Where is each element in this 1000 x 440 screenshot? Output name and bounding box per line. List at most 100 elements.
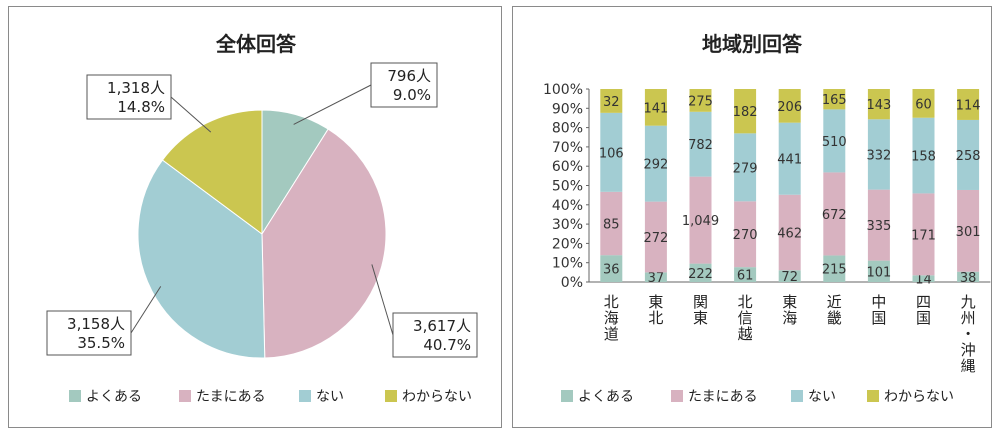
bar-segment xyxy=(912,117,935,194)
bar-value-label: 301 xyxy=(956,225,981,240)
y-tick-label: 50% xyxy=(552,179,583,195)
bar-segment xyxy=(734,201,757,268)
pie-callout-box xyxy=(370,62,438,108)
bar-value-label: 171 xyxy=(911,228,936,243)
legend-label: よくある xyxy=(578,389,634,405)
bar-segment xyxy=(957,271,980,282)
pie-slice-3 xyxy=(137,159,266,359)
pie-callout-count: 1,318人 xyxy=(107,79,165,97)
pie-leader-line xyxy=(130,286,162,334)
bar-segment xyxy=(734,89,757,134)
bar-segment xyxy=(867,189,890,261)
pie-slice-4 xyxy=(161,109,263,235)
bar-value-label: 14 xyxy=(915,273,932,288)
bar-segment xyxy=(689,89,712,112)
bar-value-label: 258 xyxy=(956,149,981,164)
pie-leader-line xyxy=(170,96,212,133)
x-category-char: 海 xyxy=(782,309,797,327)
x-category-char: 道 xyxy=(604,325,619,343)
x-category-label: 四国 xyxy=(916,293,931,327)
bar-value-label: 165 xyxy=(822,93,847,108)
legend-label: たまにある xyxy=(688,389,758,405)
bar-segment xyxy=(778,194,801,271)
bar-value-label: 141 xyxy=(643,101,668,116)
bar-value-label: 270 xyxy=(733,228,758,243)
pie-callout-count: 796人 xyxy=(387,67,431,85)
bar-value-label: 332 xyxy=(866,148,891,163)
bar-value-label: 222 xyxy=(688,267,713,282)
bar-value-label: 441 xyxy=(777,153,802,168)
y-tick-label: 10% xyxy=(552,256,583,272)
bar-value-label: 462 xyxy=(777,226,802,241)
bar-value-label: 114 xyxy=(956,98,981,113)
bar-value-label: 335 xyxy=(866,219,891,234)
legend-swatch xyxy=(791,390,803,402)
bar-segment xyxy=(957,89,980,120)
bar-value-label: 101 xyxy=(866,265,891,280)
bar-segment xyxy=(644,89,667,126)
y-tick-label: 40% xyxy=(552,198,583,214)
legend-swatch xyxy=(671,390,683,402)
legend-swatch xyxy=(179,390,191,402)
bar-segment xyxy=(957,119,980,190)
x-category-char: 畿 xyxy=(827,309,842,327)
bar-segment xyxy=(867,260,890,282)
x-category-char: 北 xyxy=(648,309,663,327)
x-category-label: 九州・沖縄 xyxy=(961,293,976,375)
bar-value-label: 38 xyxy=(960,271,977,286)
bar-value-label: 143 xyxy=(866,98,891,113)
regional-bar-chart: 地域別回答 0%10%20%30%40%50%60%70%80%90%100% … xyxy=(543,32,991,405)
pie-callout-percent: 9.0% xyxy=(393,86,431,104)
legend-swatch xyxy=(69,390,81,402)
bar-segment xyxy=(912,275,935,282)
x-category-char: 信 xyxy=(738,309,753,327)
legend-swatch xyxy=(299,390,311,402)
bar-segment xyxy=(912,193,935,276)
bar-value-label: 61 xyxy=(737,269,754,284)
bar-segment xyxy=(689,111,712,177)
y-tick-label: 20% xyxy=(552,236,583,252)
bar-value-label: 36 xyxy=(603,263,620,278)
x-category-char: 縄 xyxy=(961,357,976,375)
bar-segment xyxy=(867,119,890,190)
x-category-char: 中 xyxy=(871,293,886,311)
legend-swatch xyxy=(867,390,879,402)
bar-segment xyxy=(689,263,712,282)
overall-pie-panel: 全体回答 796人 9.0% 3,617人 40.7% 3,158人 35.5% 1,318… xyxy=(8,6,502,428)
x-category-char: 海 xyxy=(604,309,619,327)
legend-swatch xyxy=(561,390,573,402)
pie-callout-count: 3,617人 xyxy=(413,317,471,335)
legend-swatch xyxy=(385,390,397,402)
bar-segment xyxy=(689,176,712,264)
y-tick-label: 100% xyxy=(543,82,583,98)
bar-value-label: 272 xyxy=(643,231,668,246)
bar-value-label: 275 xyxy=(688,94,713,109)
pie-title: 全体回答 xyxy=(215,32,297,56)
bar-segment xyxy=(867,89,890,120)
bar-segment xyxy=(823,255,846,282)
x-category-label: 関東 xyxy=(693,293,708,327)
bar-segment xyxy=(600,112,623,192)
legend-label: ない xyxy=(316,389,344,405)
x-category-char: 沖 xyxy=(961,341,976,359)
bar-segment xyxy=(600,255,623,282)
bar-value-label: 106 xyxy=(599,146,624,161)
bar-segment xyxy=(644,125,667,202)
bar-segment xyxy=(823,109,846,173)
bar-value-label: 206 xyxy=(777,100,802,115)
bar-value-label: 37 xyxy=(648,271,665,286)
bar-value-label: 782 xyxy=(688,138,713,153)
bar-segment xyxy=(823,172,846,256)
bar-value-label: 60 xyxy=(915,97,932,112)
bar-segment xyxy=(644,201,667,273)
bar-segment xyxy=(778,270,801,282)
x-category-char: 越 xyxy=(738,325,753,343)
pie-callout-count: 3,158人 xyxy=(67,315,125,333)
bar-value-label: 1,049 xyxy=(682,214,719,229)
x-category-label: 東北 xyxy=(648,293,663,327)
bar-segment xyxy=(734,267,757,282)
x-category-label: 中国 xyxy=(871,293,886,327)
legend-label: ない xyxy=(808,389,836,405)
x-category-char: 東 xyxy=(782,293,797,311)
